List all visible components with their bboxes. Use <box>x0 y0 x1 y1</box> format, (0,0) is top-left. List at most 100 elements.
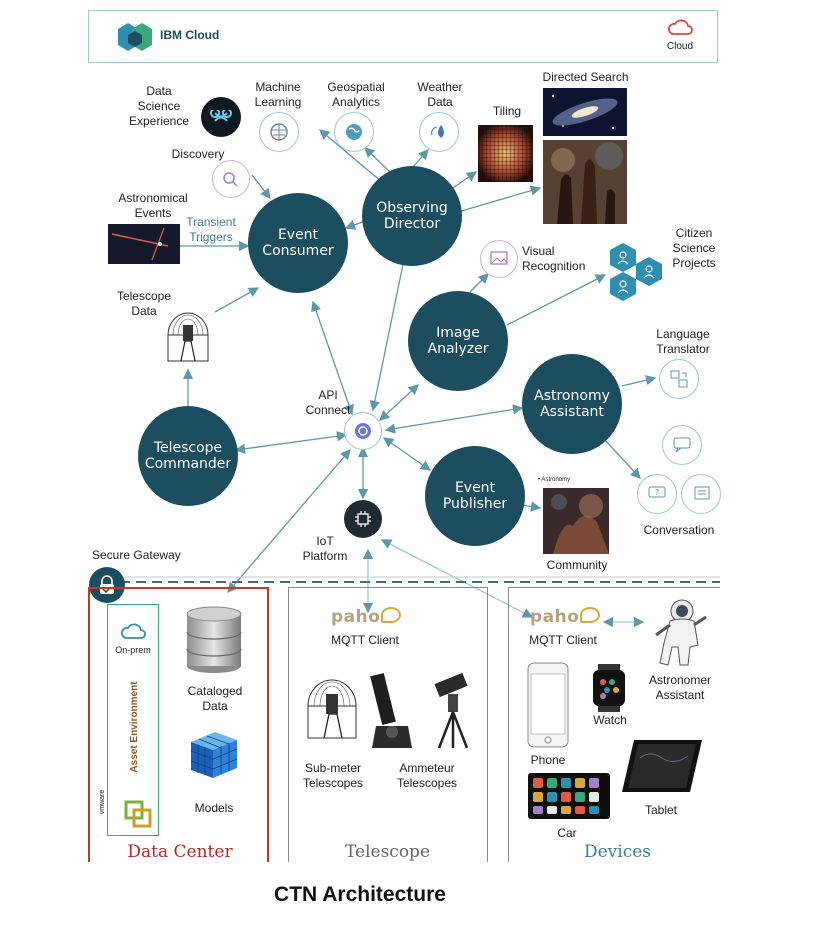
community-nebula-image <box>543 488 609 554</box>
tiling-image <box>478 125 533 182</box>
citizen-science-hex-icon <box>610 243 662 301</box>
iot-platform-label: IoT Platform <box>292 534 358 564</box>
arrow-od-tiling <box>449 171 478 191</box>
arrow-ia-citizen <box>506 274 607 326</box>
telescope-commander-hub[interactable]: Telescope Commander <box>138 406 238 506</box>
hub-label-line: Director <box>383 216 441 232</box>
cataloged-data-label: Cataloged Data <box>180 684 250 714</box>
ammeteur-telescopes-label: Ammeteur Telescopes <box>392 761 462 791</box>
translator-icon <box>659 359 699 399</box>
paho-logo-devices: paho <box>530 607 601 627</box>
astronaut-icon <box>655 599 707 666</box>
conversation-label: Conversation <box>643 523 715 537</box>
models-cube-icon <box>190 732 238 778</box>
dobsonian-telescope-icon <box>370 673 412 748</box>
language-translator-label: Language Translator <box>645 327 721 357</box>
arrow-ia-visual <box>469 273 489 293</box>
observatory-dome-icon <box>167 312 209 362</box>
api-connect-icon <box>344 412 382 450</box>
data-science-label: Data Science Experience <box>120 84 198 129</box>
citizen-science-label: Citizen Science Projects <box>664 226 724 271</box>
hub-label-line: Observing <box>376 200 448 216</box>
amateur-telescope-icon <box>434 672 469 749</box>
transient-triggers-label: Transient Triggers <box>180 215 242 245</box>
arrow-api-consumer <box>311 300 354 416</box>
cloud-icon <box>668 19 693 35</box>
conversation-icon-1 <box>662 425 702 465</box>
label-line: Transient <box>186 215 236 229</box>
label-line: Weather <box>417 80 463 94</box>
hub-label-line: Event <box>277 227 319 243</box>
label-line: Data <box>131 304 157 318</box>
arrow-aa-conversation <box>604 439 641 479</box>
label-line: Platform <box>302 549 348 563</box>
astronomy-assistant-hub[interactable]: Astronomy Assistant <box>522 354 622 454</box>
label-line: Science <box>672 241 716 255</box>
label-line: IoT <box>316 534 334 548</box>
visual-recognition-label: Visual Recognition <box>522 244 592 274</box>
discovery-label: Discovery <box>171 147 225 161</box>
paho-text: paho <box>331 607 381 627</box>
label-line: Triggers <box>189 230 233 244</box>
label-line: Astronomical <box>118 191 188 205</box>
secure-gateway-label: Secure Gateway <box>92 548 181 562</box>
data-science-icon <box>201 97 241 137</box>
brain-icon <box>259 112 299 152</box>
diagram-caption: CTN Architecture <box>274 883 446 906</box>
car-display-icon <box>528 773 610 819</box>
globe-icon <box>334 112 374 152</box>
hub-label-line: Publisher <box>442 496 508 512</box>
devices-title: Devices <box>583 842 652 862</box>
astronomy-tag-label: • Astronomy <box>538 477 571 483</box>
label-line: Connect <box>305 403 351 417</box>
arrow-od-weather <box>411 149 429 169</box>
astronomical-events-image <box>108 224 180 264</box>
watch-label: Watch <box>593 713 627 727</box>
galaxy-image <box>543 88 627 136</box>
submeter-telescope-icon <box>307 679 357 739</box>
discovery-icon <box>212 160 250 198</box>
label-line: Sub-meter <box>304 761 362 775</box>
visual-recognition-icon <box>480 240 518 278</box>
event-publisher-hub[interactable]: Event Publisher <box>425 446 525 546</box>
image-analyzer-hub[interactable]: Image Analyzer <box>408 291 508 391</box>
community-label: Community <box>546 558 608 572</box>
iot-chip-icon <box>344 500 382 538</box>
label-line: Analytics <box>331 95 381 109</box>
tiling-label: Tiling <box>492 104 522 118</box>
paho-text: paho <box>530 607 580 627</box>
label-line: Projects <box>672 256 716 270</box>
label-line: Telescopes <box>302 776 364 790</box>
asset-environment-box <box>107 604 159 836</box>
api-connect-label: API Connect <box>300 388 356 418</box>
arrow-telescope-consumer <box>214 287 260 313</box>
ibm-cloud-label: IBM Cloud <box>160 28 220 42</box>
arrow-iot-devices <box>380 539 534 618</box>
models-label: Models <box>194 801 234 815</box>
label-line: API <box>318 388 338 402</box>
arrow-od-geo <box>364 147 391 173</box>
watch-icon <box>593 664 625 712</box>
paho-bubble-icon <box>381 607 402 623</box>
arrow-aa-translator <box>621 375 657 387</box>
geospatial-label: Geospatial Analytics <box>322 80 390 110</box>
event-consumer-hub[interactable]: Event Consumer <box>248 193 348 293</box>
vmware-label: vmware <box>99 789 106 815</box>
label-line: Astronomer <box>648 673 712 687</box>
phone-label: Phone <box>530 753 566 767</box>
label-line: Data <box>427 95 453 109</box>
label-line: Machine <box>255 80 301 94</box>
hub-label-line: Event <box>454 480 496 496</box>
observing-director-hub[interactable]: Observing Director <box>362 166 462 266</box>
arrow-discovery-consumer <box>251 174 271 200</box>
database-icon <box>186 606 242 673</box>
label-line: Science <box>137 99 181 113</box>
weather-label: Weather Data <box>408 80 472 110</box>
arrow-api-commander <box>234 431 348 454</box>
label-line: Geospatial <box>327 80 385 94</box>
conversation-icon-3 <box>681 474 721 514</box>
label-line: Learning <box>254 95 302 109</box>
mqtt-client-telescope-label: MQTT Client <box>331 633 399 647</box>
astronomical-events-label: Astronomical Events <box>110 191 196 221</box>
mqtt-client-devices-label: MQTT Client <box>529 633 597 647</box>
